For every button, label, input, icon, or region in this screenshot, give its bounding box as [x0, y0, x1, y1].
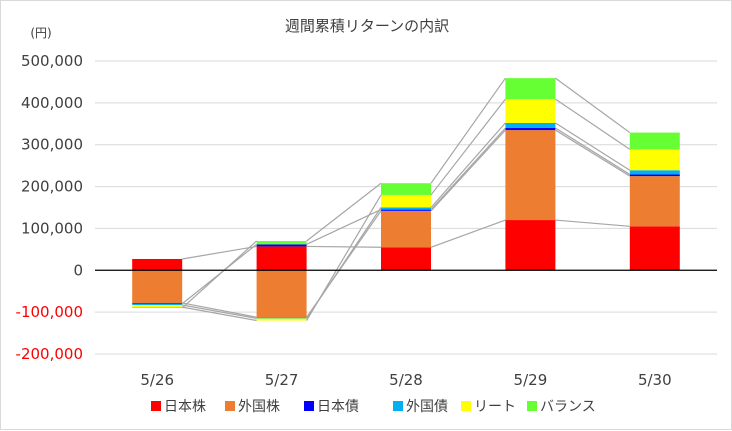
series-connector-line	[182, 302, 257, 318]
y-tick-label: 100,000	[21, 219, 83, 237]
series-connector-line	[430, 129, 506, 212]
series-connector-line	[182, 304, 257, 320]
x-tick-label: 5/30	[638, 371, 672, 389]
series-connector-line	[182, 245, 257, 260]
bar-segment	[505, 122, 556, 128]
legend-label: 外国株	[238, 399, 280, 415]
series-connector-line	[555, 98, 631, 150]
bar-segment	[629, 149, 680, 171]
bar-segment	[132, 303, 183, 306]
legend-label: 外国債	[406, 399, 448, 415]
legend-swatch	[151, 401, 161, 411]
legend: 日本株 外国株 日本債 外国債 リート バランス	[151, 399, 596, 415]
x-tick-label: 5/26	[140, 371, 174, 389]
chart-title: 週間累積リターンの内訳	[285, 17, 449, 35]
series-connector-line	[430, 77, 506, 184]
series-connector-line	[555, 127, 631, 175]
y-tick-label: -200,000	[16, 345, 83, 363]
bar-segment	[132, 270, 183, 303]
y-tick-label: 300,000	[21, 136, 83, 154]
bar-segment	[381, 247, 431, 271]
connector-layer	[181, 77, 631, 322]
bar-segment	[132, 305, 183, 308]
bar-segment	[505, 220, 556, 271]
x-axis-ticks: 5/26 5/27 5/28 5/29 5/30	[140, 371, 671, 389]
series-connector-line	[182, 306, 257, 322]
x-tick-label: 5/29	[514, 371, 548, 389]
bar-layer	[132, 78, 680, 321]
bar-segment	[505, 127, 556, 131]
series-connector-line	[306, 182, 382, 242]
x-tick-label: 5/28	[389, 371, 423, 389]
bar-segment	[132, 258, 183, 271]
bar-segment	[256, 246, 307, 271]
series-connector-line	[555, 122, 631, 171]
bar-segment	[505, 99, 556, 123]
bar-segment	[132, 307, 183, 308]
legend-swatch	[225, 401, 235, 411]
bar-segment	[629, 176, 680, 227]
bar-segment	[629, 132, 680, 150]
bar-segment	[256, 270, 307, 318]
bar-segment	[505, 130, 556, 221]
series-connector-line	[306, 245, 382, 248]
series-connector-line	[430, 122, 506, 208]
y-tick-label: 200,000	[21, 178, 83, 196]
bar-segment	[381, 209, 431, 211]
legend-swatch	[304, 401, 314, 411]
series-connector-line	[306, 194, 382, 321]
bar-segment	[256, 240, 307, 245]
bar-segment	[505, 78, 556, 100]
legend-label: リート	[474, 399, 516, 415]
bar-segment	[381, 194, 431, 208]
legend-label: 日本債	[317, 399, 359, 415]
legend-swatch	[527, 401, 537, 411]
series-connector-line	[555, 129, 631, 177]
y-tick-label: 400,000	[21, 94, 83, 112]
bar-segment	[256, 317, 307, 319]
y-tick-label: 500,000	[21, 52, 83, 70]
bar-segment	[132, 302, 183, 304]
legend-label: 日本株	[164, 399, 206, 415]
series-connector-line	[430, 127, 506, 210]
y-tick-label: -100,000	[16, 303, 83, 321]
bar-segment	[256, 318, 307, 321]
y-tick-label: 0	[73, 261, 83, 279]
series-connector-line	[430, 98, 506, 196]
x-tick-label: 5/27	[265, 371, 299, 389]
series-connector-line	[555, 77, 631, 134]
legend-label: バランス	[540, 399, 596, 415]
series-connector-line	[181, 240, 258, 309]
legend-swatch	[461, 401, 471, 411]
bar-segment	[256, 244, 307, 247]
series-connector-line	[555, 219, 630, 227]
bar-segment	[381, 183, 431, 195]
y-axis-ticks: 500,000 400,000 300,000 200,000 100,000 0 -100…	[16, 52, 83, 363]
y-axis-unit-label: (円)	[30, 26, 51, 40]
bar-segment	[381, 210, 431, 248]
legend-swatch	[393, 401, 403, 411]
bar-segment	[629, 174, 680, 177]
series-connector-line	[430, 219, 506, 248]
bar-segment	[381, 207, 431, 210]
bar-segment	[629, 226, 680, 271]
bar-segment	[629, 170, 680, 175]
